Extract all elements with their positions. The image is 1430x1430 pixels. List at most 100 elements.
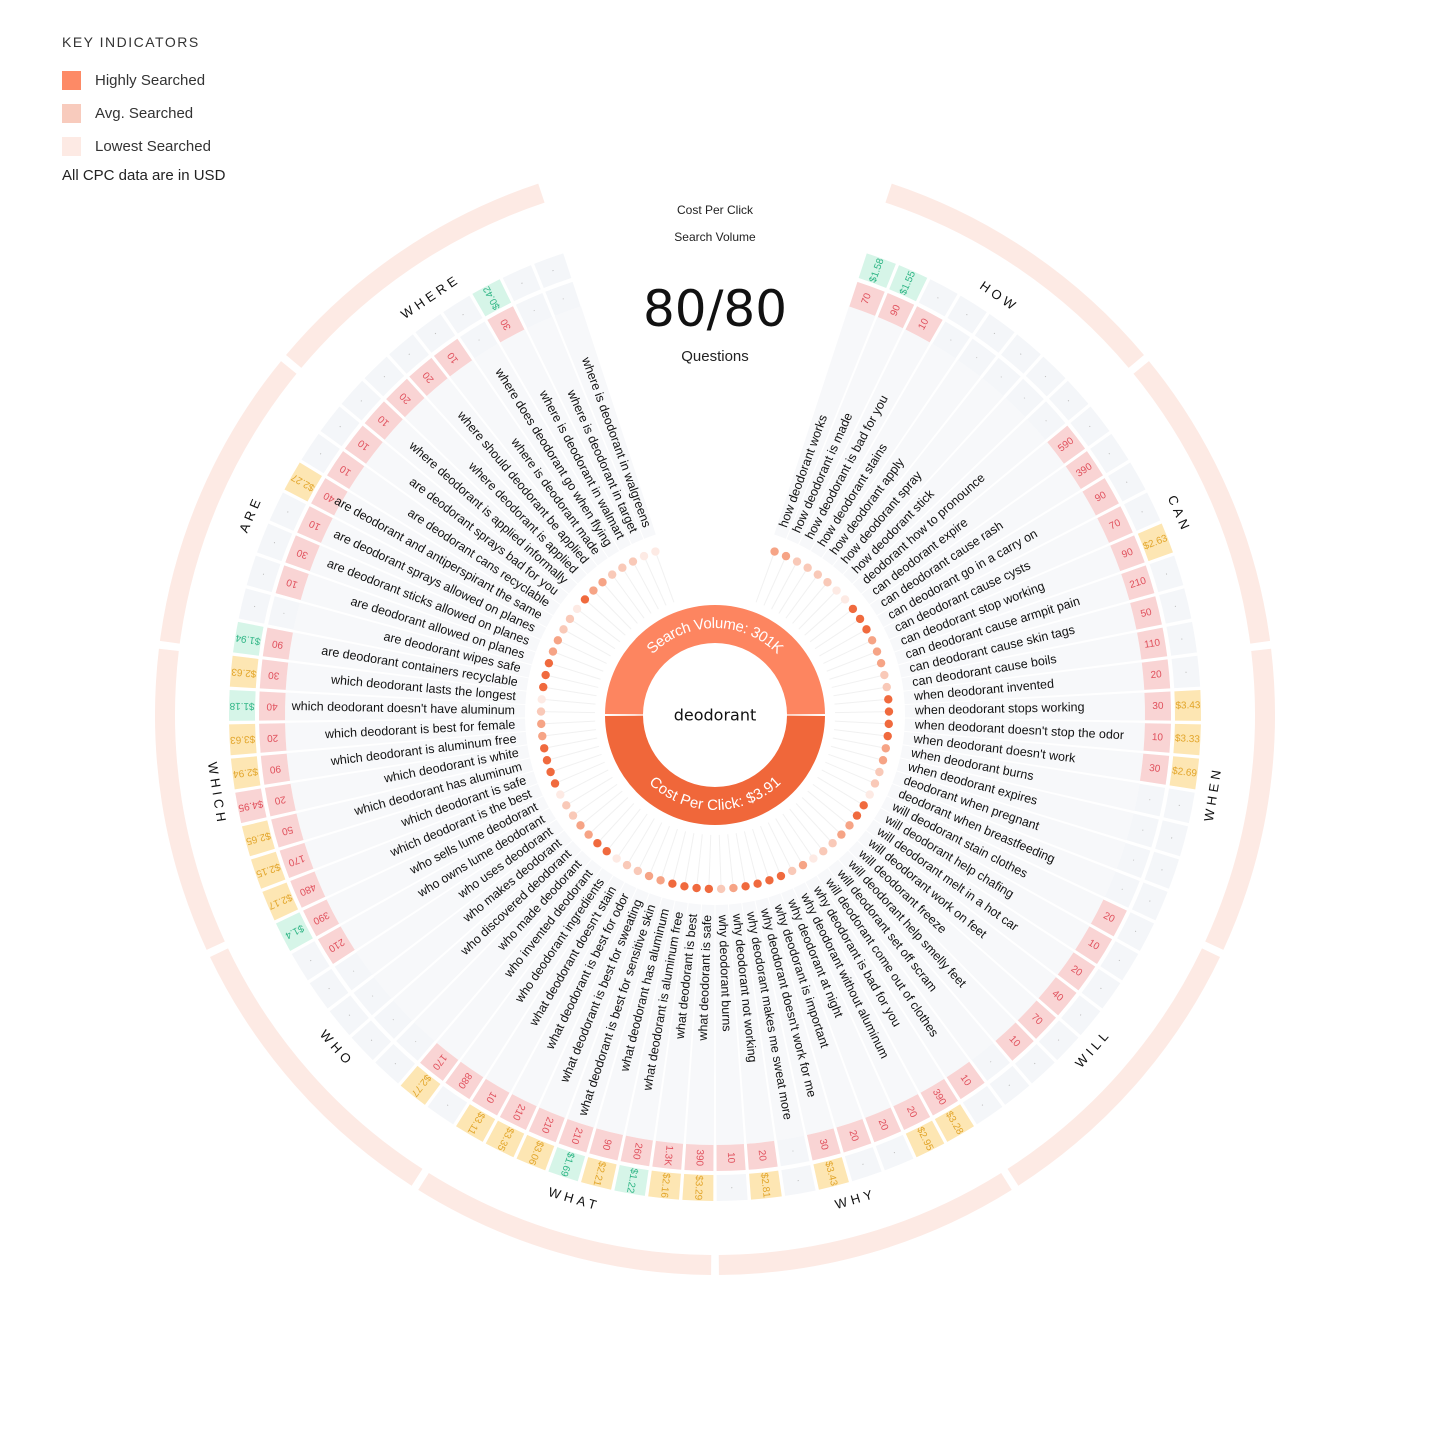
volume-dot bbox=[550, 779, 560, 788]
question-wedge[interactable] bbox=[866, 819, 1074, 975]
volume-cell bbox=[932, 321, 970, 359]
question-wedge[interactable] bbox=[828, 859, 994, 1061]
question-wedge[interactable] bbox=[655, 903, 702, 1144]
volume-cell bbox=[1104, 871, 1140, 908]
question-wedge[interactable] bbox=[326, 796, 549, 925]
question-wedge[interactable] bbox=[902, 731, 1144, 782]
cpc-cell bbox=[1123, 492, 1161, 531]
question-wedge[interactable] bbox=[892, 771, 1126, 870]
volume-dot bbox=[787, 866, 797, 876]
question-wedge[interactable] bbox=[904, 692, 1145, 721]
question-wedge[interactable] bbox=[901, 632, 1142, 691]
question-wedge[interactable] bbox=[728, 903, 775, 1144]
question-wedge[interactable] bbox=[426, 378, 597, 575]
question-wedge[interactable] bbox=[511, 882, 637, 1107]
question-wedge[interactable] bbox=[889, 545, 1121, 652]
question-wedge[interactable] bbox=[474, 343, 620, 558]
question-wedge[interactable] bbox=[340, 808, 556, 951]
question-wedge[interactable] bbox=[365, 441, 569, 605]
question-wedge[interactable] bbox=[755, 897, 834, 1136]
question-wedge[interactable] bbox=[284, 692, 526, 721]
question-wedge[interactable] bbox=[874, 808, 1090, 951]
volume-cell bbox=[499, 1094, 537, 1130]
question-wedge[interactable] bbox=[539, 888, 649, 1119]
question-wedge[interactable] bbox=[309, 545, 541, 652]
question-wedge[interactable] bbox=[805, 875, 945, 1093]
question-wedge[interactable] bbox=[810, 343, 956, 558]
question-wedge[interactable] bbox=[526, 316, 644, 545]
question-wedge[interactable] bbox=[356, 819, 564, 975]
question-wedge[interactable] bbox=[900, 745, 1140, 811]
cpc-value: · bbox=[260, 568, 266, 579]
question-wedge[interactable] bbox=[742, 900, 805, 1141]
cpc-value: $1.18 bbox=[229, 700, 255, 711]
question-wedge[interactable] bbox=[896, 758, 1134, 841]
cpc-cell bbox=[284, 462, 322, 502]
question-wedge[interactable] bbox=[822, 359, 981, 566]
question-wedge[interactable] bbox=[685, 904, 715, 1145]
question-wedge[interactable] bbox=[314, 784, 543, 898]
question-wedge[interactable] bbox=[300, 573, 536, 665]
cpc-cell bbox=[1144, 851, 1180, 889]
category-arc-are bbox=[159, 361, 297, 644]
question-wedge[interactable] bbox=[460, 868, 613, 1078]
question-wedge[interactable] bbox=[869, 465, 1082, 616]
question-wedge[interactable] bbox=[887, 784, 1116, 898]
question-wedge[interactable] bbox=[554, 306, 656, 539]
question-wedge[interactable] bbox=[903, 662, 1145, 705]
legend-item-high: Highly Searched bbox=[62, 64, 225, 97]
volume-value: · bbox=[529, 307, 540, 315]
question-wedge[interactable] bbox=[290, 745, 530, 811]
question-wedge[interactable] bbox=[843, 397, 1026, 584]
question-wedge[interactable] bbox=[436, 859, 602, 1061]
question-wedge[interactable] bbox=[894, 573, 1130, 665]
question-wedge[interactable] bbox=[596, 897, 675, 1136]
question-wedge[interactable] bbox=[404, 397, 587, 584]
question-wedge[interactable] bbox=[285, 662, 527, 705]
question-wedge[interactable] bbox=[904, 718, 1145, 751]
question-wedge[interactable] bbox=[625, 900, 688, 1141]
question-wedge[interactable] bbox=[848, 841, 1037, 1021]
question-wedge[interactable] bbox=[348, 465, 561, 616]
volume-dot bbox=[848, 604, 858, 614]
question-wedge[interactable] bbox=[286, 731, 528, 782]
question-wedge[interactable] bbox=[852, 419, 1046, 594]
question-wedge[interactable] bbox=[781, 888, 891, 1119]
cpc-value: · bbox=[306, 955, 315, 966]
question-wedge[interactable] bbox=[293, 602, 532, 678]
question-wedge[interactable] bbox=[449, 359, 608, 566]
question-wedge[interactable] bbox=[384, 419, 578, 594]
question-wedge[interactable] bbox=[333, 491, 553, 627]
question-wedge[interactable] bbox=[414, 850, 592, 1042]
question-wedge[interactable] bbox=[485, 875, 625, 1093]
question-wedge[interactable] bbox=[567, 893, 662, 1128]
question-wedge[interactable] bbox=[768, 893, 863, 1128]
question-wedge[interactable] bbox=[296, 758, 534, 841]
category-arc-can bbox=[1133, 361, 1271, 644]
question-wedge[interactable] bbox=[786, 316, 904, 545]
question-wedge[interactable] bbox=[817, 868, 970, 1078]
question-wedge[interactable] bbox=[393, 841, 582, 1021]
cpc-value: · bbox=[344, 1010, 354, 1021]
question-wedge[interactable] bbox=[898, 602, 1137, 678]
question-wedge[interactable] bbox=[883, 517, 1110, 640]
question-wedge[interactable] bbox=[877, 491, 1097, 627]
question-wedge[interactable] bbox=[500, 329, 631, 551]
question-wedge[interactable] bbox=[304, 771, 538, 870]
question-wedge[interactable] bbox=[833, 378, 1004, 575]
question-wedge[interactable] bbox=[715, 904, 745, 1145]
question-wedge[interactable] bbox=[285, 718, 526, 751]
question-wedge[interactable] bbox=[774, 306, 876, 539]
question-wedge[interactable] bbox=[373, 830, 573, 999]
question-wedge[interactable] bbox=[320, 517, 547, 640]
question-wedge[interactable] bbox=[793, 882, 919, 1107]
volume-value: · bbox=[281, 607, 287, 618]
question-wedge[interactable] bbox=[861, 441, 1065, 605]
volume-value: 10 bbox=[307, 517, 322, 532]
cpc-cell bbox=[1100, 941, 1139, 981]
question-wedge[interactable] bbox=[288, 632, 529, 691]
question-wedge[interactable] bbox=[838, 850, 1016, 1042]
question-wedge[interactable] bbox=[881, 796, 1104, 925]
question-wedge[interactable] bbox=[857, 830, 1057, 999]
question-wedge[interactable] bbox=[799, 329, 930, 551]
